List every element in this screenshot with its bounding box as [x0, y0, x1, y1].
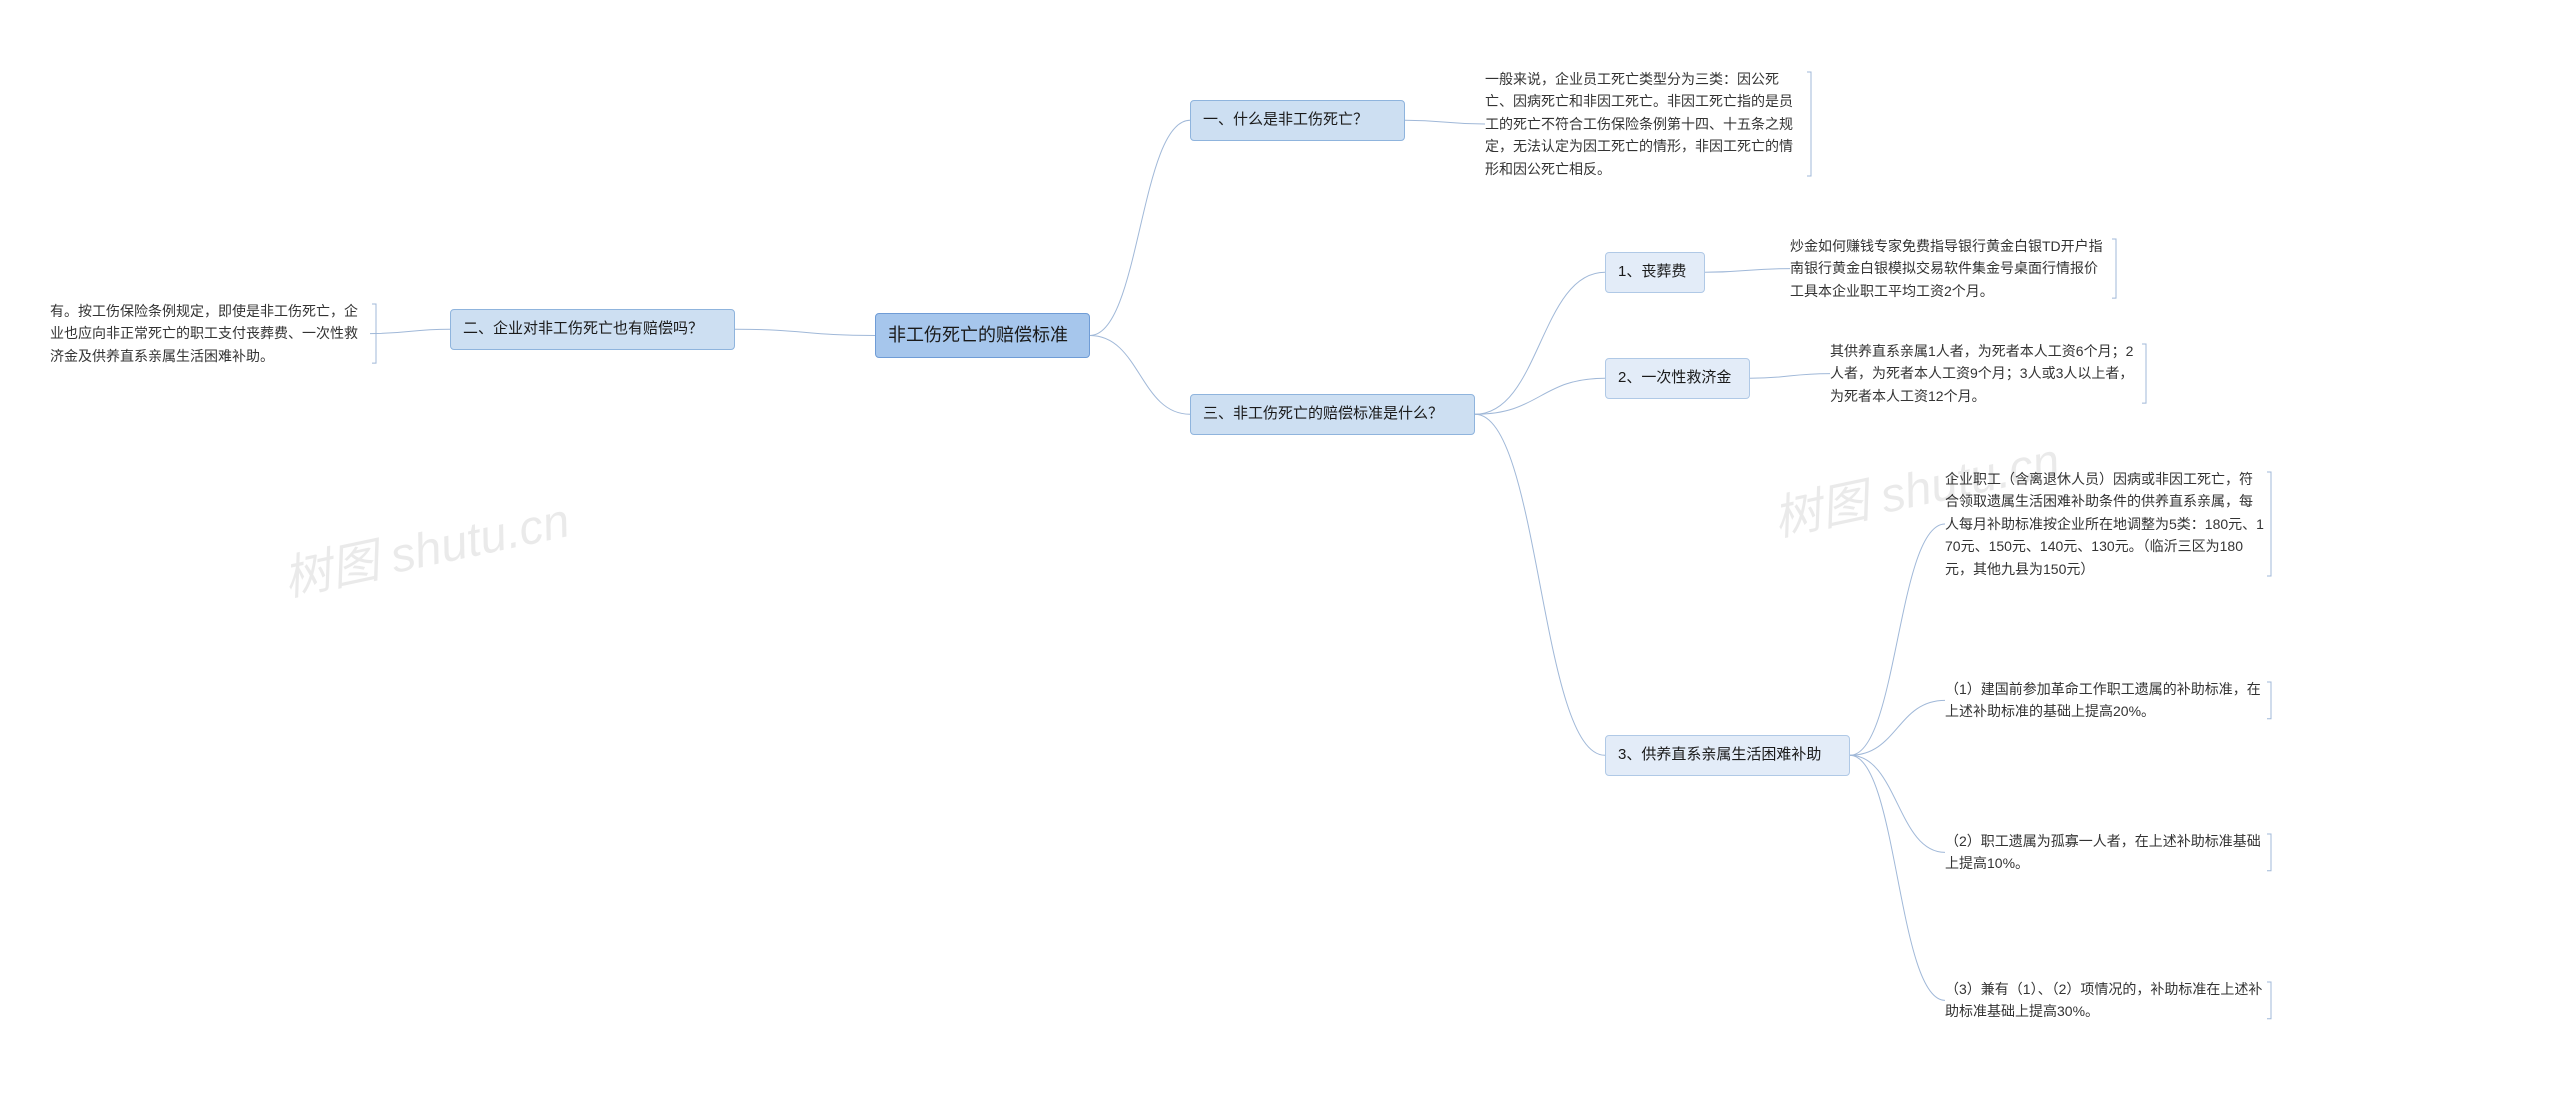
node-b3[interactable]: 三、非工伤死亡的赔偿标准是什么？	[1190, 394, 1475, 435]
node-c1[interactable]: 1、丧葬费	[1605, 252, 1705, 293]
watermark: 树图 shutu.cn	[276, 481, 575, 610]
leaf-bracket	[2267, 682, 2271, 719]
connector	[1705, 269, 1790, 273]
node-c2_leaf: 其供养直系亲属1人者，为死者本人工资6个月；2人者，为死者本人工资9个月；3人或…	[1830, 340, 2140, 407]
node-d3: （2）职工遗属为孤寡一人者，在上述补助标准基础上提高10%。	[1945, 830, 2265, 875]
connector	[1475, 272, 1605, 414]
node-d1: 企业职工（含离退休人员）因病或非因工死亡，符合领取遗属生活困难补助条件的供养直系…	[1945, 468, 2265, 580]
connector	[1090, 336, 1190, 415]
leaf-bracket	[2267, 834, 2271, 871]
connector	[1850, 755, 1945, 852]
connector	[1850, 755, 1945, 1000]
connector	[1475, 414, 1605, 755]
connector	[1850, 700, 1945, 755]
connector	[370, 329, 450, 333]
leaf-bracket	[1807, 72, 1811, 176]
leaf-bracket	[2267, 982, 2271, 1019]
node-c1_leaf: 炒金如何赚钱专家免费指导银行黄金白银TD开户指南银行黄金白银模拟交易软件集金号桌…	[1790, 235, 2110, 302]
node-b2[interactable]: 二、企业对非工伤死亡也有赔偿吗？	[450, 309, 735, 350]
connector	[735, 329, 875, 335]
leaf-bracket	[2112, 239, 2116, 298]
node-d2: （1）建国前参加革命工作职工遗属的补助标准，在上述补助标准的基础上提高20%。	[1945, 678, 2265, 723]
connector	[1475, 378, 1605, 414]
node-d4: （3）兼有（1）、（2）项情况的，补助标准在上述补助标准基础上提高30%。	[1945, 978, 2265, 1023]
connector	[1405, 120, 1485, 124]
node-c3[interactable]: 3、供养直系亲属生活困难补助	[1605, 735, 1850, 776]
node-b1[interactable]: 一、什么是非工伤死亡？	[1190, 100, 1405, 141]
leaf-bracket	[372, 304, 376, 363]
connector	[1750, 374, 1830, 379]
node-c2[interactable]: 2、一次性救济金	[1605, 358, 1750, 399]
node-b2_leaf: 有。按工伤保险条例规定，即使是非工伤死亡，企业也应向非正常死亡的职工支付丧葬费、…	[50, 300, 370, 367]
connector	[1850, 524, 1945, 755]
leaf-bracket	[2142, 344, 2146, 403]
node-b1_leaf: 一般来说，企业员工死亡类型分为三类：因公死亡、因病死亡和非因工死亡。非因工死亡指…	[1485, 68, 1805, 180]
connector	[1090, 120, 1190, 335]
leaf-bracket	[2267, 472, 2271, 576]
node-root[interactable]: 非工伤死亡的赔偿标准	[875, 313, 1090, 358]
